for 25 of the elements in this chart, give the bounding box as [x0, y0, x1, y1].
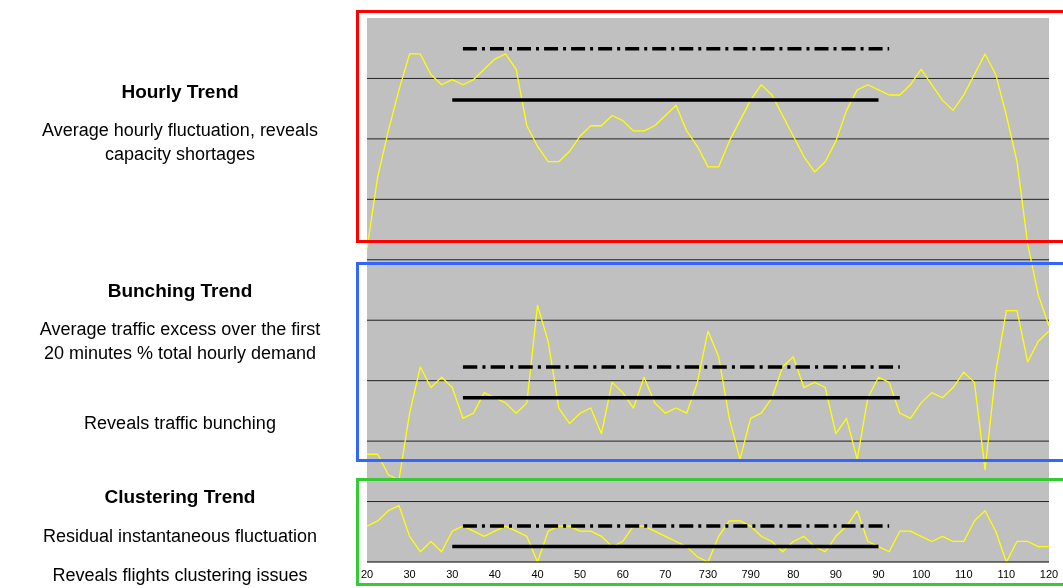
- x-tick-label: 50: [574, 567, 587, 580]
- x-tick-label: 70: [659, 567, 672, 580]
- text: Reveals flights clustering issues: [51, 564, 309, 587]
- text: Residual instantaneous fluctuation: [41, 525, 319, 548]
- x-tick-label: 30: [446, 567, 459, 580]
- x-tick-label: 90: [829, 567, 842, 580]
- text: Hourly Trend: [120, 80, 240, 104]
- x-tick-label: 60: [616, 567, 629, 580]
- x-tick-label: 110: [954, 567, 973, 580]
- text: Bunching Trend: [106, 279, 254, 303]
- text: Reveals traffic bunching: [83, 412, 277, 435]
- x-tick-label: 120: [1039, 567, 1059, 580]
- x-tick-label: 730: [698, 567, 718, 580]
- x-tick-label: 40: [488, 567, 501, 580]
- x-tick-label: 30: [403, 567, 416, 580]
- x-tick-label: 80: [787, 567, 800, 580]
- text: Clustering Trend: [103, 485, 257, 509]
- text: Average traffic excess over the first 20 minutes % total hourly demand: [38, 318, 322, 365]
- x-tick-label: 790: [741, 567, 760, 580]
- x-tick-label: 40: [531, 567, 544, 580]
- x-tick-label: 90: [872, 567, 885, 580]
- text: Average hourly fluctuation, reveals capacity shortages: [41, 119, 319, 166]
- x-tick-label: 100: [911, 567, 931, 580]
- x-tick-label: 110: [997, 567, 1016, 580]
- x-tick-label: 20: [360, 567, 374, 580]
